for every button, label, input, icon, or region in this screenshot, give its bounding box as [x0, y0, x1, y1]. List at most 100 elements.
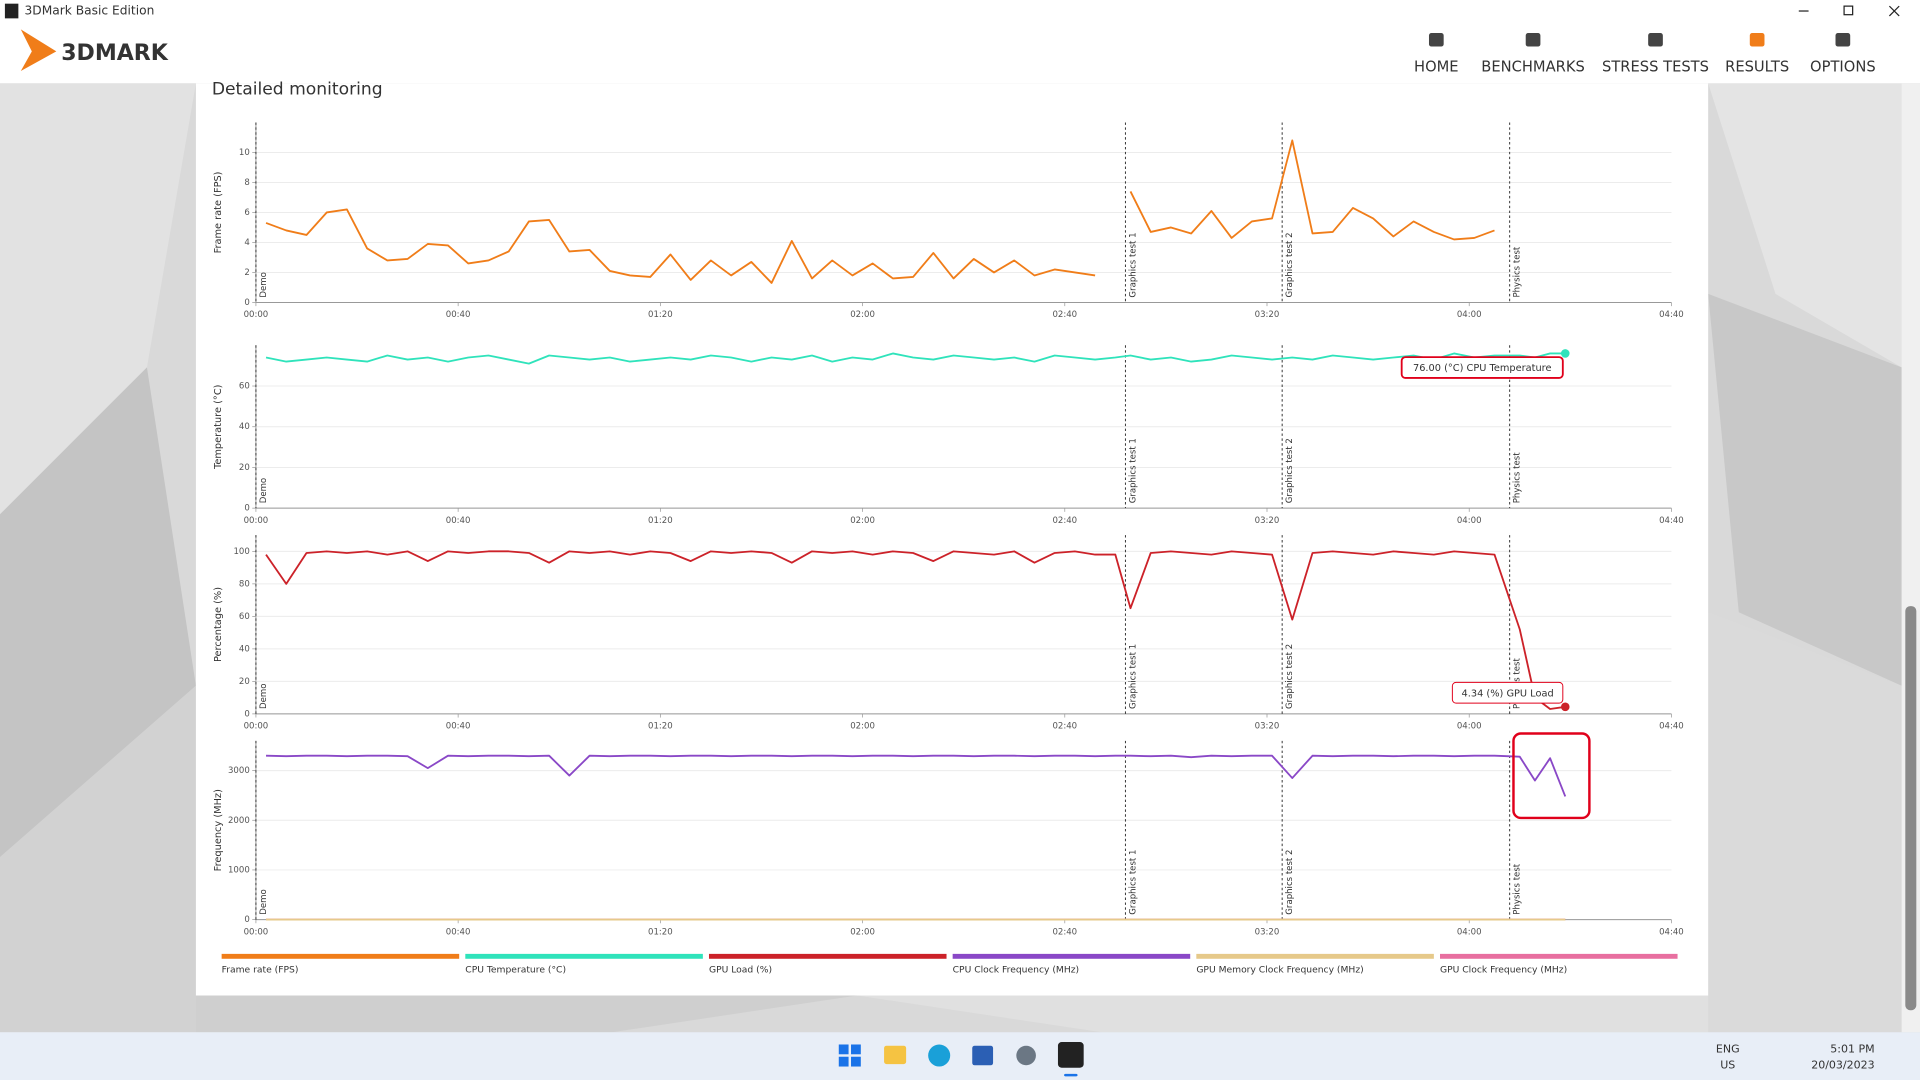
logo[interactable]: 3DMARK: [20, 29, 169, 72]
nav-icon: [1648, 33, 1663, 47]
legend-label[interactable]: CPU Clock Frequency (MHz): [953, 964, 1079, 975]
y-axis-label: Percentage (%): [213, 587, 224, 662]
scroll-thumb[interactable]: [1905, 606, 1917, 1011]
legend-label[interactable]: GPU Memory Clock Frequency (MHz): [1196, 964, 1363, 975]
legend: Frame rate (FPS) CPU Temperature (°C) GPU …: [221, 953, 1678, 975]
test-marker-label: Graphics test 2: [1285, 438, 1295, 503]
section-title: Detailed monitoring: [212, 79, 383, 99]
test-marker-label: Graphics test 2: [1285, 232, 1295, 297]
chart: 0 20 40 60 00:00 00:40 01:20 02:00 02:40 03:20 04:…: [213, 345, 1684, 526]
x-tick-label: 00:40: [446, 310, 471, 320]
nav-item[interactable]: BENCHMARKS: [1481, 33, 1585, 75]
y-tick-label: 80: [239, 579, 250, 589]
series-line: [266, 754, 1567, 797]
tooltip-text: 76.00 (°C) CPU Temperature: [1413, 363, 1552, 374]
taskbar-region[interactable]: US: [1720, 1058, 1735, 1071]
x-tick-label: 02:40: [1052, 310, 1077, 320]
taskbar-date[interactable]: 20/03/2023: [1811, 1058, 1874, 1071]
active-indicator: [1064, 1073, 1078, 1077]
nav-label: RESULTS: [1725, 58, 1789, 75]
test-marker-label: Physics test: [1513, 863, 1523, 914]
window-controls[interactable]: [1798, 5, 1900, 17]
x-tick-label: 02:00: [850, 516, 875, 526]
y-tick-label: 0: [244, 298, 249, 308]
y-tick-label: 2: [244, 268, 249, 278]
chart: 0 2 4 6 8 10 00:00 00:40 01:20 02:00 02:40 03:20 04:…: [213, 122, 1684, 320]
legend-label[interactable]: Frame rate (FPS): [222, 964, 299, 975]
legend-label[interactable]: GPU Clock Frequency (MHz): [1440, 964, 1567, 975]
test-marker-label: Graphics test 1: [1128, 644, 1138, 709]
legend-swatch[interactable]: [1196, 953, 1434, 959]
panel: [195, 83, 1709, 996]
nav-item[interactable]: HOME: [1414, 33, 1459, 75]
test-marker-label: Physics test: [1513, 452, 1523, 503]
legend-label[interactable]: GPU Load (%): [709, 964, 772, 975]
taskbar-apps: [838, 1042, 1084, 1077]
store-icon[interactable]: [972, 1045, 994, 1066]
x-tick-label: 04:40: [1659, 516, 1684, 526]
nav-label: OPTIONS: [1810, 58, 1876, 75]
x-tick-label: 02:00: [850, 927, 875, 937]
legend-swatch[interactable]: [465, 953, 703, 959]
nav-item[interactable]: STRESS TESTS: [1602, 33, 1709, 75]
y-tick-label: 40: [239, 422, 250, 432]
y-tick-label: 40: [239, 644, 250, 654]
x-tick-label: 04:40: [1659, 310, 1684, 320]
nav-icon: [1525, 33, 1541, 47]
test-marker-label: Demo: [259, 684, 269, 709]
close[interactable]: [1888, 5, 1900, 17]
x-tick-label: 00:40: [446, 722, 471, 732]
test-marker-label: Demo: [259, 272, 269, 297]
taskbar-time[interactable]: 5:01 PM: [1830, 1042, 1874, 1055]
x-tick-label: 02:00: [850, 722, 875, 732]
nav-icon: [1835, 33, 1851, 47]
y-tick-label: 60: [239, 382, 250, 392]
y-tick-label: 20: [239, 677, 250, 687]
settings-icon[interactable]: [1016, 1045, 1036, 1066]
x-tick-label: 00:40: [446, 516, 471, 526]
tooltip-box: [1400, 356, 1564, 379]
y-tick-label: 2000: [228, 816, 250, 826]
edge-icon[interactable]: [928, 1044, 951, 1067]
legend-swatch[interactable]: [1440, 953, 1678, 959]
taskbar-language[interactable]: ENG: [1716, 1042, 1740, 1055]
x-tick-label: 04:40: [1659, 722, 1684, 732]
x-tick-label: 02:40: [1052, 722, 1077, 732]
legend-label[interactable]: CPU Temperature (°C): [465, 964, 566, 975]
x-tick-label: 00:00: [244, 722, 269, 732]
y-tick-label: 10: [239, 148, 250, 158]
x-tick-label: 04:00: [1457, 722, 1482, 732]
legend-swatch[interactable]: [952, 953, 1191, 959]
legend-swatch[interactable]: [221, 953, 460, 959]
y-tick-label: 0: [244, 709, 249, 719]
test-marker-label: Physics test: [1513, 246, 1523, 297]
3dmark-taskbar-icon[interactable]: [1057, 1042, 1084, 1068]
taskbar: [0, 1032, 1920, 1080]
y-tick-label: 0: [244, 915, 249, 925]
y-tick-label: 60: [239, 612, 250, 622]
logo-text: 3DMARK: [61, 41, 169, 66]
charts: 0 2 4 6 8 10 00:00 00:40 01:20 02:00 02:40 03:20 04:…: [213, 122, 1684, 937]
restore[interactable]: [1843, 5, 1854, 16]
nav-icon: [1749, 33, 1765, 47]
legend-swatch[interactable]: [708, 953, 947, 959]
y-axis-label: Frame rate (FPS): [213, 171, 224, 253]
test-marker-label: Graphics test 2: [1285, 850, 1295, 915]
app-icon: [4, 3, 19, 19]
nav-item[interactable]: OPTIONS: [1810, 33, 1876, 75]
nav-item[interactable]: RESULTS: [1725, 33, 1789, 75]
explorer-icon[interactable]: [884, 1045, 907, 1065]
x-tick-label: 04:00: [1457, 927, 1482, 937]
test-marker-label: Demo: [259, 889, 269, 914]
series-line: [265, 139, 1495, 284]
x-tick-label: 00:00: [244, 516, 269, 526]
tooltip-text: 4.34 (%) GPU Load: [1462, 688, 1554, 699]
x-tick-label: 01:20: [648, 310, 673, 320]
nav: HOME BENCHMARKS STRESS TESTS RESULTS OPTIONS: [1414, 33, 1876, 75]
x-tick-label: 04:40: [1659, 927, 1684, 937]
hover-point: [1560, 702, 1570, 712]
start-button[interactable]: [838, 1044, 861, 1067]
y-tick-label: 8: [244, 178, 249, 188]
y-axis-label: Frequency (MHz): [213, 789, 224, 871]
